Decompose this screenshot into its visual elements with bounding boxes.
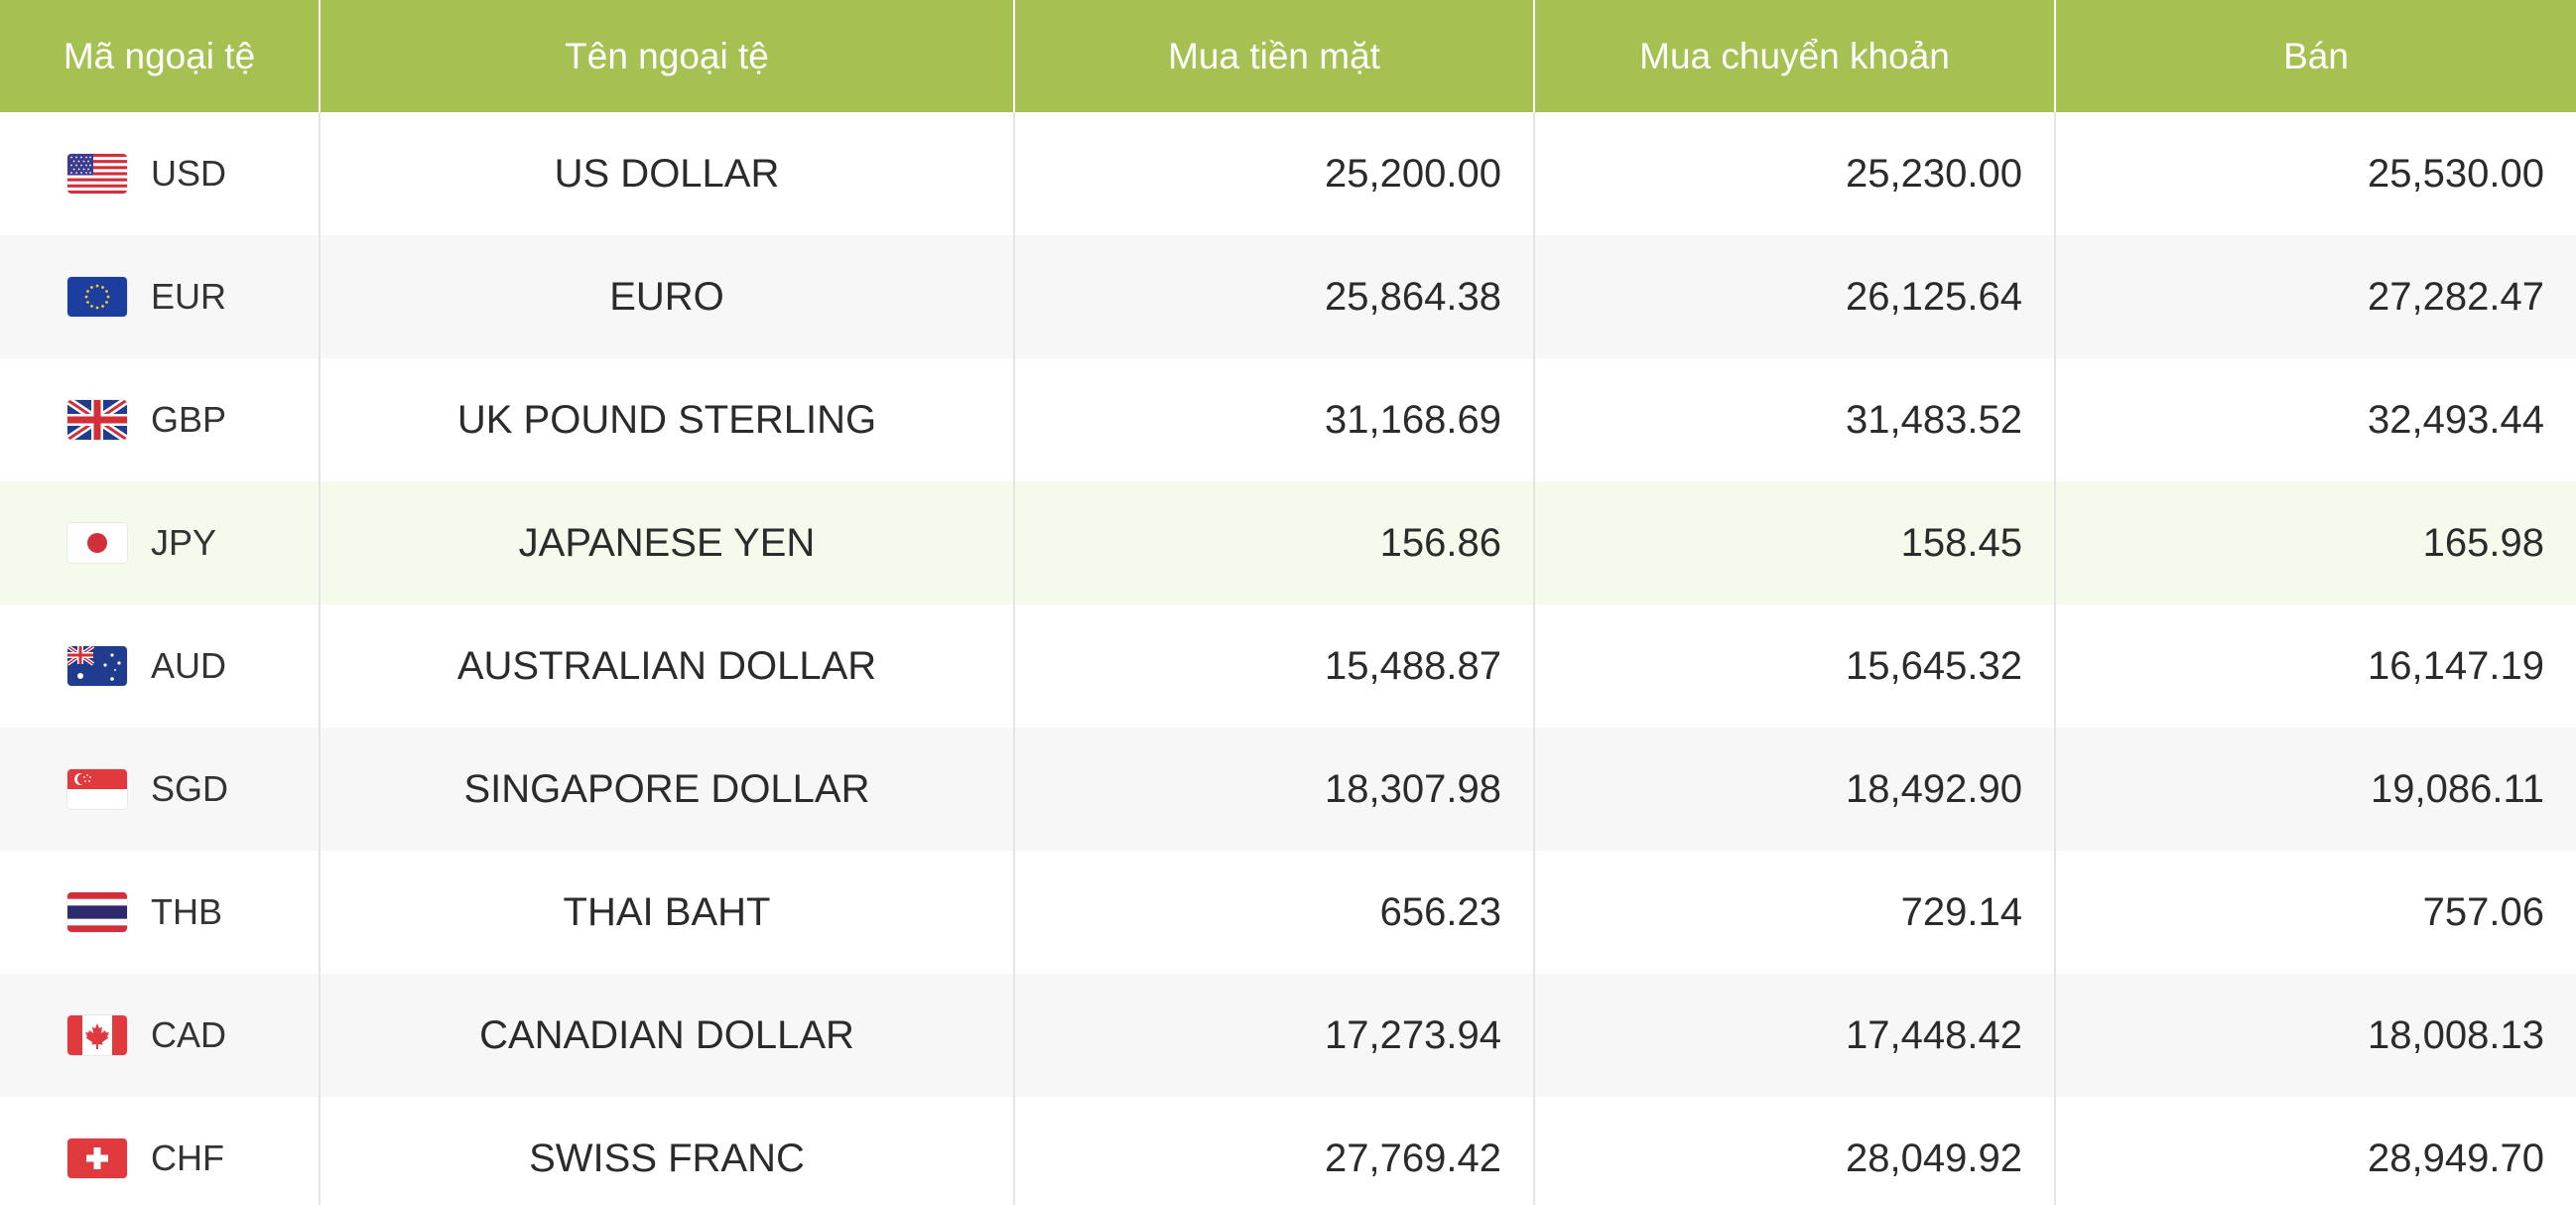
switzerland-flag-icon (67, 1138, 127, 1178)
canada-flag-icon (67, 1015, 127, 1055)
header-currency-name[interactable]: Tên ngoại tệ (319, 0, 1014, 112)
currency-code-cell: CHF (0, 1097, 320, 1205)
sell-value: 18,008.13 (2054, 974, 2576, 1097)
currency-name: US DOLLAR (319, 112, 1014, 235)
currency-name: SINGAPORE DOLLAR (319, 728, 1014, 851)
table-row: USD US DOLLAR 25,200.00 25,230.00 25,530… (0, 112, 2576, 235)
cash-buy-value: 17,273.94 (1013, 974, 1534, 1097)
sell-value: 27,282.47 (2054, 235, 2576, 358)
table-row: THB THAI BAHT 656.23 729.14 757.06 (0, 851, 2576, 974)
cash-buy-value: 156.86 (1013, 481, 1534, 604)
sell-value: 19,086.11 (2054, 728, 2576, 851)
cash-buy-value: 25,200.00 (1013, 112, 1534, 235)
currency-name: AUSTRALIAN DOLLAR (319, 604, 1014, 728)
transfer-buy-value: 28,049.92 (1533, 1097, 2055, 1205)
currency-code-cell: CAD (0, 974, 320, 1097)
currency-code-cell: GBP (0, 358, 320, 481)
japan-flag-icon (67, 523, 127, 563)
currency-code: THB (151, 891, 222, 932)
table-row: CAD CANADIAN DOLLAR 17,273.94 17,448.42 … (0, 974, 2576, 1097)
thailand-flag-icon (67, 892, 127, 932)
us-flag-icon (67, 154, 127, 194)
table-row: SGD SINGAPORE DOLLAR 18,307.98 18,492.90… (0, 728, 2576, 851)
sell-value: 165.98 (2054, 481, 2576, 604)
currency-code-cell: EUR (0, 235, 320, 358)
transfer-buy-value: 25,230.00 (1533, 112, 2055, 235)
cash-buy-value: 18,307.98 (1013, 728, 1534, 851)
sell-value: 28,949.70 (2054, 1097, 2576, 1205)
cash-buy-value: 15,488.87 (1013, 604, 1534, 728)
currency-code: USD (151, 153, 227, 194)
currency-code: CAD (151, 1014, 227, 1055)
currency-code: CHF (151, 1138, 224, 1178)
transfer-buy-value: 729.14 (1533, 851, 2055, 974)
uk-flag-icon (67, 400, 127, 440)
currency-code: GBP (151, 399, 227, 440)
eu-flag-icon (67, 277, 127, 317)
cash-buy-value: 656.23 (1013, 851, 1534, 974)
header-cash-buy[interactable]: Mua tiền mặt (1013, 0, 1534, 112)
sell-value: 25,530.00 (2054, 112, 2576, 235)
currency-code-cell: SGD (0, 728, 320, 851)
header-currency-code[interactable]: Mã ngoại tệ (0, 0, 320, 112)
table-row: AUD AUSTRALIAN DOLLAR 15,488.87 15,645.3… (0, 604, 2576, 728)
australia-flag-icon (67, 646, 127, 686)
table-row: EUR EURO 25,864.38 26,125.64 27,282.47 (0, 235, 2576, 358)
table-row: GBP UK POUND STERLING 31,168.69 31,483.5… (0, 358, 2576, 481)
currency-name: THAI BAHT (319, 851, 1014, 974)
currency-code: JPY (151, 522, 217, 563)
currency-code-cell: JPY (0, 481, 320, 604)
currency-name: JAPANESE YEN (319, 481, 1014, 604)
currency-name: SWISS FRANC (319, 1097, 1014, 1205)
cash-buy-value: 27,769.42 (1013, 1097, 1534, 1205)
table-header-row: Mã ngoại tệ Tên ngoại tệ Mua tiền mặt Mu… (0, 0, 2576, 112)
header-transfer-buy[interactable]: Mua chuyển khoản (1533, 0, 2055, 112)
currency-name: CANADIAN DOLLAR (319, 974, 1014, 1097)
singapore-flag-icon (67, 769, 127, 809)
sell-value: 16,147.19 (2054, 604, 2576, 728)
currency-code: SGD (151, 768, 229, 809)
currency-name: UK POUND STERLING (319, 358, 1014, 481)
header-sell[interactable]: Bán (2054, 0, 2576, 112)
currency-code-cell: THB (0, 851, 320, 974)
cash-buy-value: 25,864.38 (1013, 235, 1534, 358)
table-row: JPY JAPANESE YEN 156.86 158.45 165.98 (0, 481, 2576, 604)
currency-code-cell: USD (0, 112, 320, 235)
transfer-buy-value: 31,483.52 (1533, 358, 2055, 481)
table-row: CHF SWISS FRANC 27,769.42 28,049.92 28,9… (0, 1097, 2576, 1205)
transfer-buy-value: 158.45 (1533, 481, 2055, 604)
currency-code: AUD (151, 645, 227, 686)
currency-code-cell: AUD (0, 604, 320, 728)
transfer-buy-value: 26,125.64 (1533, 235, 2055, 358)
transfer-buy-value: 15,645.32 (1533, 604, 2055, 728)
currency-code: EUR (151, 276, 227, 317)
currency-name: EURO (319, 235, 1014, 358)
sell-value: 32,493.44 (2054, 358, 2576, 481)
cash-buy-value: 31,168.69 (1013, 358, 1534, 481)
transfer-buy-value: 18,492.90 (1533, 728, 2055, 851)
sell-value: 757.06 (2054, 851, 2576, 974)
transfer-buy-value: 17,448.42 (1533, 974, 2055, 1097)
